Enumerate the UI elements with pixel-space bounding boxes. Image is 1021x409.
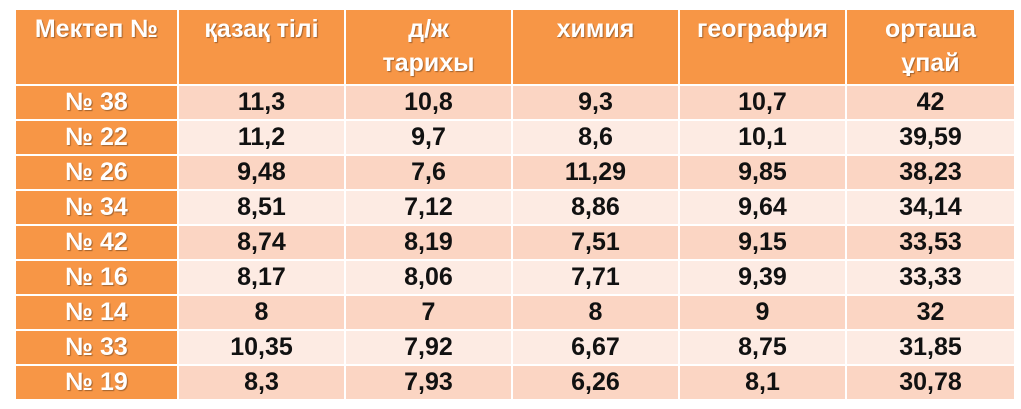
chemistry-cell: 11,29 xyxy=(511,154,680,191)
geography-cell: 10,7 xyxy=(678,84,847,121)
world-history-cell: 10,8 xyxy=(344,84,513,121)
chemistry-cell: 8,86 xyxy=(511,189,680,226)
table-body: № 38 11,3 10,8 9,3 10,7 42 № 22 11,2 9,7 8,6 10,1 3… xyxy=(14,84,1016,401)
geography-cell: 8,75 xyxy=(678,329,847,366)
school-number-cell: № 14 xyxy=(14,294,179,331)
geography-cell: 9 xyxy=(678,294,847,331)
header-kazakh-language: қазақ тілі xyxy=(177,8,346,86)
average-score-cell: 34,14 xyxy=(845,189,1016,226)
table-row: № 14 8 7 8 9 32 xyxy=(14,294,1016,331)
school-number-cell: № 16 xyxy=(14,259,179,296)
table-row: № 22 11,2 9,7 8,6 10,1 39,59 xyxy=(14,119,1016,156)
world-history-cell: 7 xyxy=(344,294,513,331)
world-history-cell: 8,06 xyxy=(344,259,513,296)
kazakh-language-cell: 11,3 xyxy=(177,84,346,121)
school-number-cell: № 22 xyxy=(14,119,179,156)
header-school-number: Мектеп № xyxy=(14,8,179,86)
header-row: Мектеп № қазақ тілі д/ж тарихы химия гео… xyxy=(14,8,1016,86)
average-score-cell: 31,85 xyxy=(845,329,1016,366)
average-score-cell: 39,59 xyxy=(845,119,1016,156)
world-history-cell: 8,19 xyxy=(344,224,513,261)
table-row: № 26 9,48 7,6 11,29 9,85 38,23 xyxy=(14,154,1016,191)
kazakh-language-cell: 8,3 xyxy=(177,364,346,401)
chemistry-cell: 6,67 xyxy=(511,329,680,366)
world-history-cell: 9,7 xyxy=(344,119,513,156)
kazakh-language-cell: 10,35 xyxy=(177,329,346,366)
average-score-cell: 42 xyxy=(845,84,1016,121)
kazakh-language-cell: 8,17 xyxy=(177,259,346,296)
chemistry-cell: 8 xyxy=(511,294,680,331)
geography-cell: 10,1 xyxy=(678,119,847,156)
world-history-cell: 7,6 xyxy=(344,154,513,191)
geography-cell: 9,39 xyxy=(678,259,847,296)
chemistry-cell: 7,71 xyxy=(511,259,680,296)
geography-cell: 9,85 xyxy=(678,154,847,191)
world-history-cell: 7,93 xyxy=(344,364,513,401)
world-history-cell: 7,92 xyxy=(344,329,513,366)
geography-cell: 8,1 xyxy=(678,364,847,401)
school-number-cell: № 34 xyxy=(14,189,179,226)
school-scores-table: Мектеп № қазақ тілі д/ж тарихы химия гео… xyxy=(14,8,1016,401)
kazakh-language-cell: 9,48 xyxy=(177,154,346,191)
kazakh-language-cell: 8,74 xyxy=(177,224,346,261)
geography-cell: 9,64 xyxy=(678,189,847,226)
table-row: № 16 8,17 8,06 7,71 9,39 33,33 xyxy=(14,259,1016,296)
chemistry-cell: 7,51 xyxy=(511,224,680,261)
table-row: № 38 11,3 10,8 9,3 10,7 42 xyxy=(14,84,1016,121)
table-row: № 34 8,51 7,12 8,86 9,64 34,14 xyxy=(14,189,1016,226)
header-geography: география xyxy=(678,8,847,86)
chemistry-cell: 8,6 xyxy=(511,119,680,156)
kazakh-language-cell: 8 xyxy=(177,294,346,331)
average-score-cell: 33,33 xyxy=(845,259,1016,296)
chemistry-cell: 9,3 xyxy=(511,84,680,121)
header-world-history: д/ж тарихы xyxy=(344,8,513,86)
school-number-cell: № 19 xyxy=(14,364,179,401)
average-score-cell: 33,53 xyxy=(845,224,1016,261)
table-row: № 33 10,35 7,92 6,67 8,75 31,85 xyxy=(14,329,1016,366)
kazakh-language-cell: 8,51 xyxy=(177,189,346,226)
geography-cell: 9,15 xyxy=(678,224,847,261)
school-number-cell: № 38 xyxy=(14,84,179,121)
average-score-cell: 32 xyxy=(845,294,1016,331)
header-chemistry: химия xyxy=(511,8,680,86)
kazakh-language-cell: 11,2 xyxy=(177,119,346,156)
school-number-cell: № 42 xyxy=(14,224,179,261)
average-score-cell: 38,23 xyxy=(845,154,1016,191)
school-number-cell: № 33 xyxy=(14,329,179,366)
world-history-cell: 7,12 xyxy=(344,189,513,226)
chemistry-cell: 6,26 xyxy=(511,364,680,401)
table-row: № 42 8,74 8,19 7,51 9,15 33,53 xyxy=(14,224,1016,261)
header-average-score: орташа ұпай xyxy=(845,8,1016,86)
table-row: № 19 8,3 7,93 6,26 8,1 30,78 xyxy=(14,364,1016,401)
average-score-cell: 30,78 xyxy=(845,364,1016,401)
school-number-cell: № 26 xyxy=(14,154,179,191)
